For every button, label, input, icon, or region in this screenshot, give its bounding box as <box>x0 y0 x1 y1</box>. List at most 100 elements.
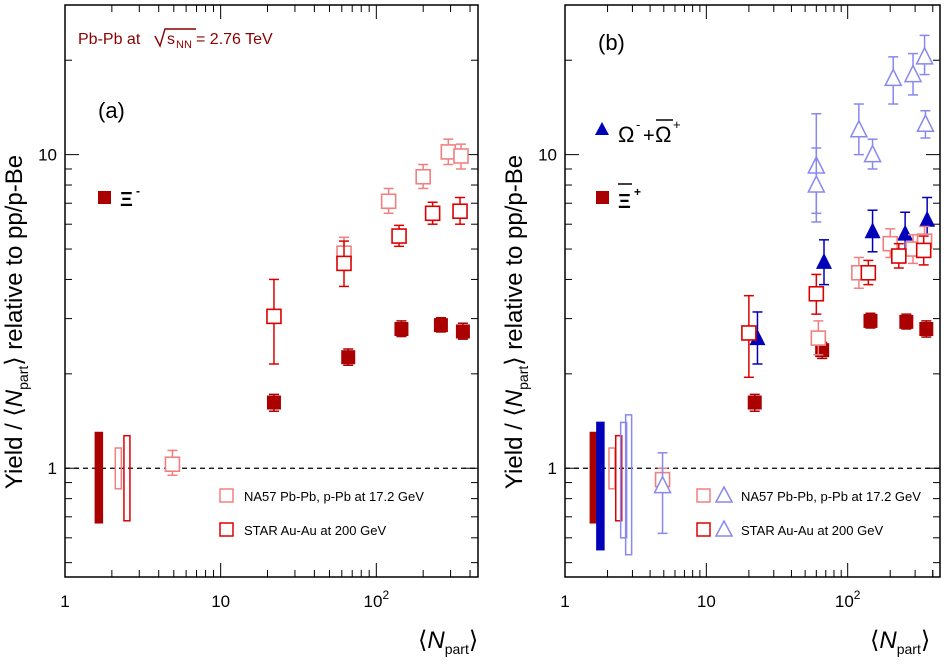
legend-na57-omega-marker <box>714 485 734 503</box>
data-point <box>916 113 935 132</box>
energy-prefix: Pb-Pb at <box>78 31 141 48</box>
data-point <box>452 203 468 220</box>
panel-b-xlabel: ⟨Npart⟩ <box>870 627 930 657</box>
legend-xi-minus-sup: - <box>136 184 140 198</box>
legend-xi-minus-label: Ξ <box>120 189 133 211</box>
data-point <box>336 255 352 272</box>
data-point <box>807 174 826 193</box>
legend-star-marker <box>219 522 234 537</box>
data-point <box>816 252 833 269</box>
legend-omega-bar: Ω <box>655 122 671 147</box>
normalization-box <box>608 447 616 490</box>
legend-omega-plus-sign: + <box>643 125 655 147</box>
data-point <box>808 285 825 302</box>
panel-b-marks <box>565 34 940 556</box>
normalization-box <box>123 434 131 522</box>
energy-s: s <box>167 31 175 48</box>
normalization-box <box>596 421 605 551</box>
panel-a-frame <box>64 4 479 578</box>
data-point <box>266 308 282 325</box>
legend-omega-label: Ω - + Ω + <box>618 117 681 147</box>
x-tick-label: 102 <box>835 588 861 611</box>
y-tick-label: 1 <box>48 459 57 478</box>
legend-na57-xi-marker <box>696 488 711 503</box>
legend-omega-minus-sup: - <box>636 117 640 132</box>
panel-a-ticks: 1 10 102 1 10 <box>38 4 478 611</box>
panel-b-frame <box>564 4 941 578</box>
data-point <box>915 242 932 259</box>
legend-xi-minus-marker <box>98 191 111 204</box>
data-point <box>741 325 757 341</box>
data-point <box>884 67 903 87</box>
data-point <box>380 193 397 210</box>
x-tick-label: 102 <box>364 588 390 611</box>
x-tick-label: 1 <box>60 592 69 611</box>
data-point <box>919 210 936 227</box>
data-point <box>433 318 448 333</box>
data-point <box>747 395 762 410</box>
legend-xi-plus-label: Ξ <box>618 191 631 213</box>
legend-omega-bar-sup: + <box>673 117 681 132</box>
legend-xi-plus-sup: + <box>634 185 641 199</box>
data-point <box>849 119 869 138</box>
data-point <box>891 248 907 264</box>
normalization-box <box>114 447 123 490</box>
data-point <box>860 264 877 281</box>
legend-na57-label-b: NA57 Pb-Pb, p-Pb at 17.2 GeV <box>741 489 921 504</box>
panel-b: 1 10 102 1 10 (b) Ω - + Ω + Ξ + NA57 Pb-Pb, … <box>501 4 941 611</box>
legend-na57-marker <box>219 488 234 503</box>
legend-omega-minus: Ω <box>618 122 634 147</box>
data-point <box>749 329 766 346</box>
sqrt-sign-icon <box>154 28 196 48</box>
panel-a: 1 10 102 1 10 Pb-Pb at s NN = 2.76 TeV (a) Ξ… <box>1 4 479 611</box>
data-point <box>394 321 409 336</box>
normalization-box <box>614 434 623 522</box>
normalization-box <box>94 431 104 524</box>
data-point <box>424 205 441 222</box>
data-point <box>341 350 356 365</box>
data-point <box>415 168 431 185</box>
legend-star-omega-marker <box>714 519 734 537</box>
data-point <box>903 63 923 83</box>
data-point <box>863 143 882 163</box>
normalization-box <box>619 421 628 539</box>
legend-star-label-b: STAR Au-Au at 200 GeV <box>741 523 883 538</box>
data-point <box>391 228 407 244</box>
x-tick-label: 10 <box>211 592 230 611</box>
energy-sub: NN <box>176 39 192 51</box>
data-point <box>915 46 934 65</box>
data-point <box>899 314 914 329</box>
y-tick-label: 10 <box>38 146 57 165</box>
data-point <box>864 222 881 239</box>
x-tick-label: 1 <box>560 592 569 611</box>
panel-a-ylabel: Yield / ⟨Npart⟩ relative to pp/p-Be <box>1 155 31 489</box>
panel-a-xlabel: ⟨Npart⟩ <box>418 627 478 657</box>
panel-a-tag: (a) <box>98 98 125 123</box>
y-tick-label: 10 <box>538 146 557 165</box>
y-tick-label: 1 <box>548 459 557 478</box>
x-tick-label: 10 <box>697 592 716 611</box>
panel-b-tag: (b) <box>598 30 625 55</box>
legend-star-xi-marker <box>696 522 711 537</box>
legend-na57-label: NA57 Pb-Pb, p-Pb at 17.2 GeV <box>244 489 424 504</box>
data-point <box>455 324 470 339</box>
panel-a-marks <box>65 138 478 524</box>
data-point <box>897 224 914 241</box>
panel-b-ticks: 1 10 102 1 10 <box>538 4 940 611</box>
energy-value: = 2.76 TeV <box>196 31 273 48</box>
panel-b-ylabel: Yield / ⟨Npart⟩ relative to pp/p-Be <box>501 155 531 489</box>
normalization-box <box>624 414 633 556</box>
energy-label: Pb-Pb at s NN = 2.76 TeV <box>78 28 273 51</box>
data-point <box>266 395 281 410</box>
data-point <box>919 321 934 336</box>
data-point <box>164 456 181 473</box>
data-point <box>453 148 469 164</box>
legend-star-label: STAR Au-Au at 200 GeV <box>244 523 386 538</box>
legend-omega-marker <box>595 122 609 135</box>
data-point <box>653 474 672 494</box>
svg-text:Pb-Pb at: Pb-Pb at <box>78 31 141 48</box>
data-point <box>810 330 827 346</box>
data-point <box>440 144 457 160</box>
data-point <box>863 313 878 328</box>
